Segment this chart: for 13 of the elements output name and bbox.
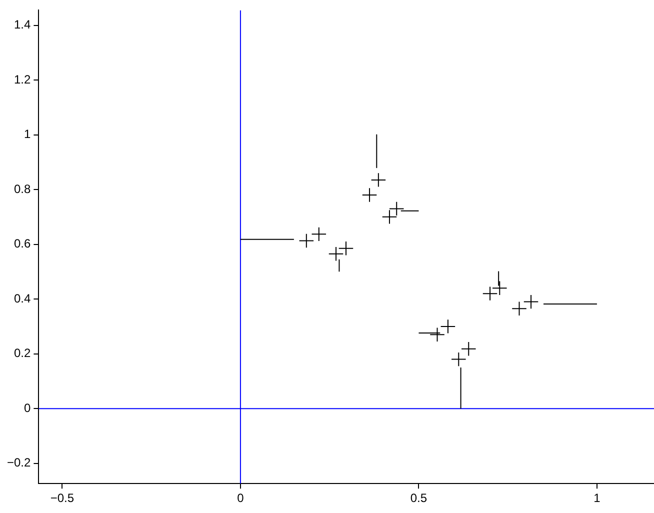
x-tick-label: 0 xyxy=(237,491,244,506)
y-tick-label: 0.6 xyxy=(14,236,32,251)
x-tick-label: 1 xyxy=(594,491,601,506)
y-tick-label: 0 xyxy=(24,400,31,415)
y-tick-label: 1.4 xyxy=(14,18,32,32)
y-tick-label: 1.2 xyxy=(14,72,32,86)
y-tick-label: −0.2 xyxy=(6,456,31,470)
x-tick-label: −0.5 xyxy=(50,491,74,506)
y-tick-label: 0.4 xyxy=(14,291,32,306)
y-tick-label: 1 xyxy=(24,127,31,142)
y-tick-label: 0.8 xyxy=(14,182,32,196)
x-tick-label: 0.5 xyxy=(410,491,428,506)
y-tick-label: 0.2 xyxy=(14,346,32,360)
